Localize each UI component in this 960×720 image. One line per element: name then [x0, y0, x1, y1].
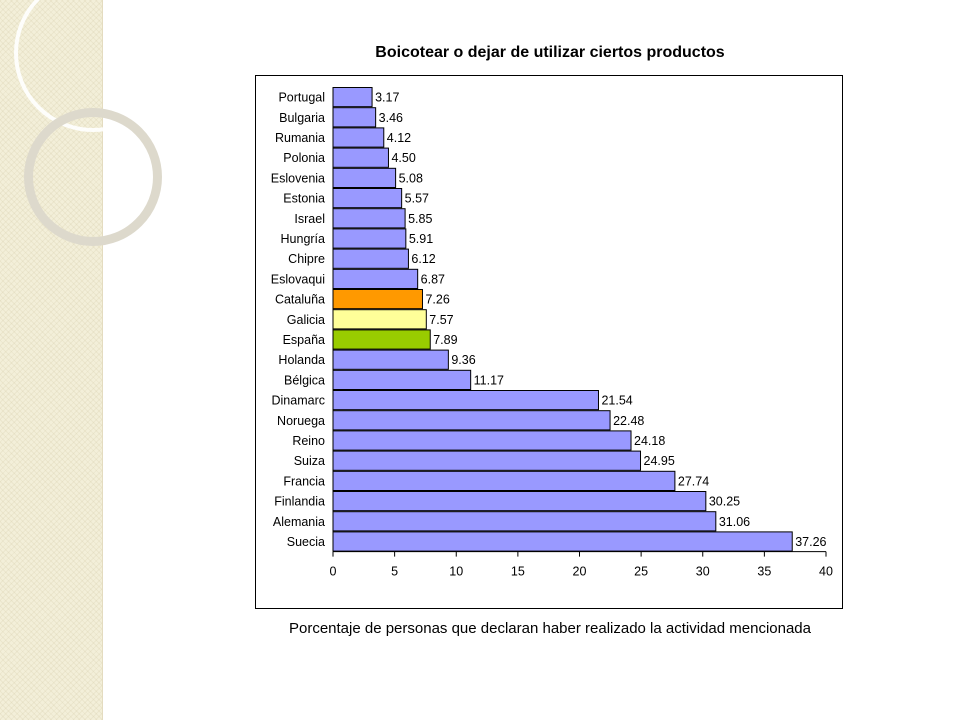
bar	[332, 127, 385, 148]
category-label: Portugal	[278, 91, 325, 105]
value-label: 24.18	[634, 434, 665, 448]
category-label: Noruega	[277, 414, 325, 428]
category-label: Holanda	[278, 353, 325, 367]
value-label: 5.57	[405, 192, 429, 206]
value-label: 5.91	[409, 232, 433, 246]
bar	[332, 208, 406, 229]
value-label: 24.95	[644, 454, 675, 468]
category-label: Polonia	[283, 151, 325, 165]
category-label: Bulgaria	[279, 111, 325, 125]
bar	[332, 531, 793, 552]
category-label: Chipre	[288, 252, 325, 266]
value-label: 4.50	[391, 151, 415, 165]
x-tick-label: 25	[634, 565, 648, 579]
x-tick-label: 30	[696, 565, 710, 579]
bar	[332, 491, 707, 512]
category-label: Eslovaqui	[271, 272, 325, 286]
value-label: 6.87	[421, 272, 445, 286]
category-label: Reino	[292, 434, 325, 448]
value-label: 27.74	[678, 474, 709, 488]
value-label: 21.54	[601, 394, 632, 408]
bar	[332, 289, 423, 310]
value-label: 4.12	[387, 131, 411, 145]
bar	[332, 430, 632, 451]
bar	[332, 511, 717, 532]
bar	[332, 248, 409, 269]
category-label: Cataluña	[275, 293, 325, 307]
bar	[332, 107, 377, 128]
category-label: Rumania	[275, 131, 325, 145]
x-tick-label: 40	[819, 565, 833, 579]
decorative-side-panel	[0, 0, 172, 720]
category-label: Hungría	[281, 232, 326, 246]
x-tick-label: 10	[449, 565, 463, 579]
bar	[332, 470, 676, 491]
value-label: 6.12	[411, 252, 435, 266]
bar	[332, 450, 642, 471]
bar	[332, 147, 389, 168]
value-label: 3.17	[375, 91, 399, 105]
decorative-ring	[24, 108, 162, 246]
chart-title: Boicotear o dejar de utilizar ciertos pr…	[375, 44, 725, 61]
bar	[332, 309, 427, 330]
value-label: 31.06	[719, 515, 750, 529]
category-label: Alemania	[273, 515, 325, 529]
value-label: 5.85	[408, 212, 432, 226]
bar	[332, 87, 373, 108]
category-label: Galicia	[287, 313, 325, 327]
value-label: 3.46	[379, 111, 403, 125]
value-label: 9.36	[451, 353, 475, 367]
category-label: Francia	[283, 474, 325, 488]
bar	[332, 410, 611, 431]
bar	[332, 188, 403, 209]
x-tick-label: 15	[511, 565, 525, 579]
bar	[332, 329, 431, 350]
bar-chart: Portugal 3.17 Bulgaria 3.46 Rumania 4.12 Polon…	[271, 87, 833, 579]
value-label: 5.08	[399, 171, 423, 185]
x-tick-label: 0	[330, 565, 337, 579]
value-label: 30.25	[709, 495, 740, 509]
bar	[332, 268, 419, 290]
category-label: Suiza	[294, 454, 325, 468]
value-label: 22.48	[613, 414, 644, 428]
category-label: Dinamarc	[272, 394, 326, 408]
value-label: 7.26	[425, 293, 449, 307]
x-axis-label: Porcentaje de personas que declaran habe…	[288, 620, 811, 637]
category-label: Israel	[294, 212, 325, 226]
category-label: Bélgica	[284, 373, 325, 387]
value-label: 11.17	[474, 373, 504, 387]
x-tick-label: 20	[573, 565, 587, 579]
x-tick-label: 35	[757, 565, 771, 579]
bar	[332, 228, 407, 249]
bar	[332, 167, 397, 189]
x-tick-label: 5	[391, 565, 398, 579]
value-label: 37.26	[795, 535, 826, 549]
category-label: España	[283, 333, 325, 347]
bar	[332, 390, 599, 411]
category-label: Suecia	[287, 535, 325, 549]
category-label: Finlandia	[274, 495, 325, 509]
value-label: 7.57	[429, 313, 453, 327]
bar	[332, 369, 472, 390]
category-label: Estonia	[283, 192, 325, 206]
category-label: Eslovenia	[271, 171, 325, 185]
bar	[332, 349, 449, 370]
value-label: 7.89	[433, 333, 457, 347]
